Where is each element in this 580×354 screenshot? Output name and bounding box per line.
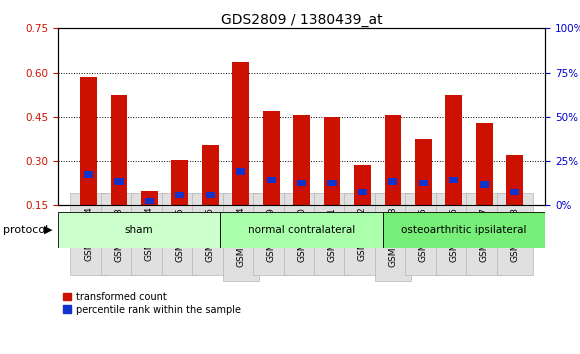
Bar [415,139,432,205]
Bar [480,181,489,188]
Text: ▶: ▶ [44,225,53,235]
Text: normal contralateral: normal contralateral [248,225,355,235]
Bar [172,160,188,205]
Bar [328,180,336,187]
Bar [354,166,371,205]
Bar [236,168,245,175]
Bar [233,62,249,205]
Bar [175,192,184,198]
Bar [506,155,523,205]
Title: GDS2809 / 1380439_at: GDS2809 / 1380439_at [221,13,382,27]
Bar [385,115,401,205]
Bar [419,180,428,187]
Bar [450,177,458,183]
Bar [263,111,280,205]
Bar [114,178,124,185]
Bar [383,212,545,248]
Bar [358,189,367,195]
Bar [220,212,383,248]
Text: osteoarthritic ipsilateral: osteoarthritic ipsilateral [401,225,527,235]
Bar [476,123,492,205]
Bar [80,77,97,205]
Bar [58,212,220,248]
Bar [141,190,158,205]
Bar [145,198,154,204]
Bar [84,171,93,178]
Bar [267,177,276,183]
Bar [324,117,340,205]
Bar [297,180,306,187]
Legend: transformed count, percentile rank within the sample: transformed count, percentile rank withi… [63,292,241,314]
Bar [111,95,128,205]
Bar [389,178,397,185]
Bar [510,189,519,195]
Bar [293,115,310,205]
Bar [445,95,462,205]
Bar [202,145,219,205]
Text: protocol: protocol [3,225,48,235]
Bar [206,192,215,198]
Text: sham: sham [125,225,154,235]
